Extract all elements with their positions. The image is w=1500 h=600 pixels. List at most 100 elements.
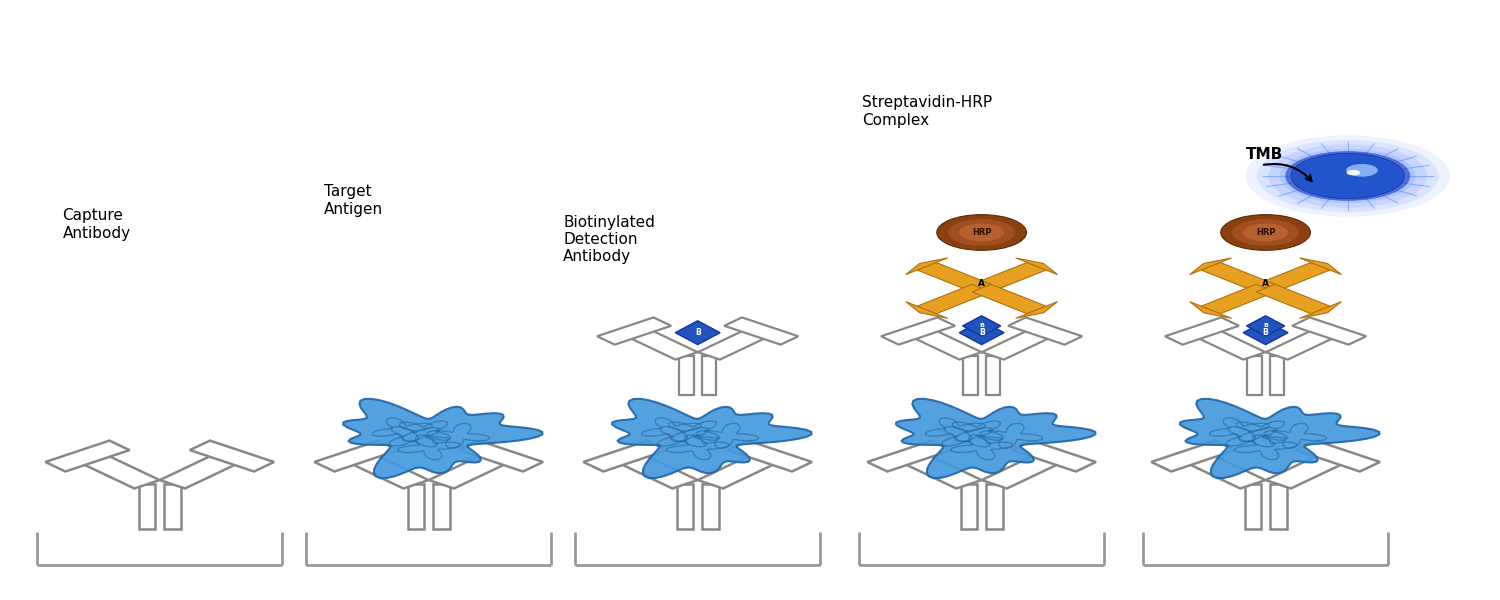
Polygon shape — [612, 399, 812, 478]
Circle shape — [1292, 154, 1404, 199]
Text: Biotinylated
Detection
Antibody: Biotinylated Detection Antibody — [562, 215, 656, 265]
Bar — [164, 484, 180, 529]
Text: TMB: TMB — [1246, 148, 1284, 163]
Circle shape — [1232, 219, 1299, 246]
Polygon shape — [1299, 258, 1341, 275]
Polygon shape — [880, 317, 956, 344]
Bar — [963, 356, 978, 395]
Polygon shape — [622, 328, 698, 359]
Polygon shape — [972, 284, 1046, 314]
Polygon shape — [1166, 317, 1239, 344]
Polygon shape — [1266, 452, 1350, 488]
Polygon shape — [972, 262, 1046, 292]
Circle shape — [1221, 215, 1311, 250]
Polygon shape — [1191, 328, 1266, 359]
Polygon shape — [1256, 262, 1330, 292]
Polygon shape — [867, 440, 951, 472]
Bar — [140, 484, 154, 529]
Polygon shape — [597, 317, 670, 344]
Bar — [1246, 356, 1262, 395]
Polygon shape — [981, 452, 1066, 488]
Circle shape — [1346, 164, 1378, 176]
Polygon shape — [1180, 452, 1266, 488]
Polygon shape — [916, 262, 992, 292]
Bar — [960, 484, 976, 529]
Polygon shape — [908, 328, 981, 359]
Polygon shape — [981, 328, 1056, 359]
Text: B: B — [980, 328, 984, 337]
Polygon shape — [906, 302, 948, 318]
Bar — [1245, 484, 1262, 529]
Text: B: B — [980, 323, 984, 328]
Polygon shape — [916, 284, 992, 314]
Text: A: A — [1262, 279, 1269, 288]
Polygon shape — [75, 452, 159, 488]
Polygon shape — [698, 452, 783, 488]
Polygon shape — [1266, 328, 1341, 359]
Text: B: B — [1263, 328, 1269, 337]
Bar — [986, 484, 1002, 529]
Bar — [702, 484, 718, 529]
Polygon shape — [429, 452, 513, 488]
Polygon shape — [1190, 302, 1231, 318]
Polygon shape — [1246, 316, 1284, 336]
Polygon shape — [459, 440, 543, 472]
Bar — [702, 356, 715, 395]
Text: Target
Antigen: Target Antigen — [324, 184, 382, 217]
Bar — [433, 484, 450, 529]
Polygon shape — [1299, 302, 1341, 318]
Polygon shape — [190, 440, 274, 472]
Text: B: B — [1263, 323, 1268, 328]
Polygon shape — [614, 452, 698, 488]
Circle shape — [1245, 136, 1450, 217]
Polygon shape — [1008, 317, 1083, 344]
Polygon shape — [344, 399, 543, 478]
Polygon shape — [1202, 262, 1275, 292]
Circle shape — [938, 215, 1026, 250]
Polygon shape — [160, 452, 244, 488]
Text: HRP: HRP — [1256, 228, 1275, 237]
Polygon shape — [344, 452, 429, 488]
Polygon shape — [1244, 321, 1288, 344]
Polygon shape — [1190, 258, 1231, 275]
Polygon shape — [675, 321, 720, 344]
Polygon shape — [963, 316, 1000, 336]
Polygon shape — [1016, 302, 1058, 318]
Polygon shape — [897, 452, 981, 488]
Polygon shape — [45, 440, 129, 472]
Bar — [986, 356, 1000, 395]
Polygon shape — [1013, 440, 1096, 472]
Polygon shape — [1202, 284, 1275, 314]
Polygon shape — [958, 321, 1004, 344]
Text: HRP: HRP — [972, 228, 992, 237]
Circle shape — [1292, 154, 1404, 199]
Bar — [676, 484, 693, 529]
Polygon shape — [896, 399, 1095, 478]
Polygon shape — [1296, 440, 1380, 472]
Polygon shape — [1180, 399, 1380, 478]
Circle shape — [1286, 151, 1410, 201]
Circle shape — [1347, 170, 1360, 175]
Circle shape — [948, 219, 1016, 246]
Polygon shape — [698, 328, 772, 359]
Bar — [408, 484, 424, 529]
Text: A: A — [978, 279, 986, 288]
Circle shape — [958, 224, 1004, 241]
Polygon shape — [1256, 284, 1330, 314]
Bar — [1270, 484, 1287, 529]
Polygon shape — [728, 440, 812, 472]
Polygon shape — [1016, 258, 1058, 275]
Text: Capture
Antibody: Capture Antibody — [63, 208, 130, 241]
Text: B: B — [694, 328, 700, 337]
Polygon shape — [584, 440, 668, 472]
Circle shape — [1244, 224, 1288, 241]
Polygon shape — [906, 258, 948, 275]
Polygon shape — [315, 440, 399, 472]
Bar — [680, 356, 693, 395]
Circle shape — [1269, 145, 1428, 208]
Polygon shape — [1150, 440, 1236, 472]
Polygon shape — [724, 317, 798, 344]
Circle shape — [1280, 149, 1416, 203]
Circle shape — [1257, 140, 1438, 212]
Bar — [1269, 356, 1284, 395]
